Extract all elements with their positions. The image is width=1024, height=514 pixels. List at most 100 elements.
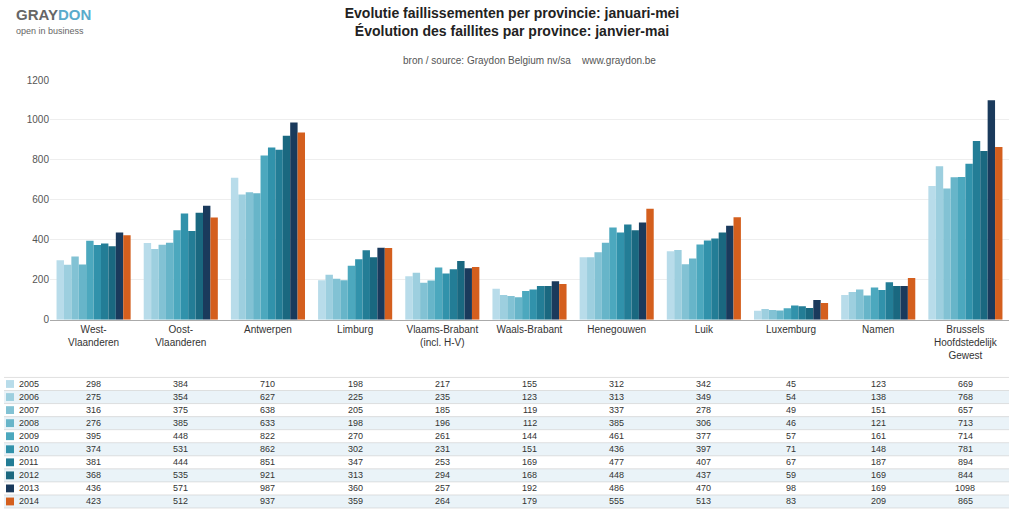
svg-text:264: 264 <box>435 496 450 506</box>
svg-text:822: 822 <box>260 431 275 441</box>
svg-text:Antwerpen: Antwerpen <box>244 324 292 335</box>
svg-text:354: 354 <box>173 392 188 402</box>
svg-text:669: 669 <box>958 379 973 389</box>
svg-text:921: 921 <box>260 470 275 480</box>
svg-text:Luxemburg: Luxemburg <box>766 324 816 335</box>
svg-text:627: 627 <box>260 392 275 402</box>
svg-text:198: 198 <box>348 379 363 389</box>
svg-text:2011: 2011 <box>19 457 38 467</box>
svg-text:185: 185 <box>435 405 450 415</box>
svg-text:1200: 1200 <box>27 75 50 86</box>
svg-text:Limburg: Limburg <box>337 324 373 335</box>
svg-text:377: 377 <box>696 431 711 441</box>
svg-text:2010: 2010 <box>19 444 39 454</box>
svg-text:2013: 2013 <box>19 483 39 493</box>
svg-text:512: 512 <box>173 496 188 506</box>
svg-text:713: 713 <box>958 418 973 428</box>
svg-text:169: 169 <box>871 470 886 480</box>
svg-text:278: 278 <box>696 405 711 415</box>
svg-text:347: 347 <box>348 457 363 467</box>
svg-text:400: 400 <box>32 234 49 245</box>
svg-text:2005: 2005 <box>19 379 39 389</box>
svg-text:196: 196 <box>435 418 450 428</box>
svg-text:71: 71 <box>786 444 796 454</box>
svg-text:Oost-Vlaanderen: Oost-Vlaanderen <box>155 324 206 348</box>
svg-text:513: 513 <box>696 496 711 506</box>
svg-text:119: 119 <box>523 405 537 415</box>
svg-text:open in business: open in business <box>16 26 84 36</box>
svg-text:217: 217 <box>435 379 450 389</box>
svg-text:0: 0 <box>43 314 49 325</box>
svg-text:781: 781 <box>958 444 973 454</box>
svg-text:312: 312 <box>609 379 624 389</box>
svg-text:138: 138 <box>871 392 886 402</box>
svg-text:151: 151 <box>871 405 886 415</box>
svg-text:638: 638 <box>260 405 275 415</box>
svg-text:46: 46 <box>786 418 796 428</box>
svg-text:313: 313 <box>609 392 624 402</box>
svg-text:168: 168 <box>522 470 537 480</box>
svg-text:862: 862 <box>260 444 275 454</box>
svg-text:54: 54 <box>786 392 796 402</box>
svg-text:987: 987 <box>260 483 275 493</box>
svg-text:Evolutie faillissementen per p: Evolutie faillissementen per provincie: … <box>345 5 680 39</box>
svg-text:600: 600 <box>32 194 49 205</box>
svg-text:1098: 1098 <box>955 483 975 493</box>
svg-text:294: 294 <box>435 470 450 480</box>
svg-text:359: 359 <box>348 496 363 506</box>
svg-text:461: 461 <box>609 431 624 441</box>
svg-text:555: 555 <box>609 496 624 506</box>
svg-text:205: 205 <box>348 405 363 415</box>
svg-text:657: 657 <box>958 405 973 415</box>
svg-text:253: 253 <box>435 457 450 467</box>
svg-text:306: 306 <box>696 418 711 428</box>
svg-text:187: 187 <box>871 457 886 467</box>
svg-text:bron / source: Graydon Belgium: bron / source: Graydon Belgium nv/sa www… <box>403 55 656 66</box>
svg-text:275: 275 <box>86 392 101 402</box>
svg-text:169: 169 <box>871 483 886 493</box>
svg-text:BrusselsHoofdstedelijkGewest: BrusselsHoofdstedelijkGewest <box>934 324 998 361</box>
svg-text:374: 374 <box>86 444 101 454</box>
svg-text:436: 436 <box>609 444 624 454</box>
svg-text:45: 45 <box>786 379 796 389</box>
svg-text:83: 83 <box>786 496 796 506</box>
svg-text:276: 276 <box>86 418 101 428</box>
svg-text:865: 865 <box>958 496 973 506</box>
svg-text:Waals-Brabant: Waals-Brabant <box>497 324 563 335</box>
svg-text:844: 844 <box>958 470 973 480</box>
svg-text:57: 57 <box>786 431 796 441</box>
svg-text:Namen: Namen <box>862 324 894 335</box>
svg-text:436: 436 <box>86 483 101 493</box>
svg-text:209: 209 <box>871 496 886 506</box>
svg-text:Henegouwen: Henegouwen <box>587 324 646 335</box>
svg-text:225: 225 <box>348 392 363 402</box>
svg-text:155: 155 <box>522 379 537 389</box>
svg-text:470: 470 <box>696 483 711 493</box>
svg-text:144: 144 <box>522 431 537 441</box>
svg-text:342: 342 <box>696 379 711 389</box>
svg-text:148: 148 <box>871 444 886 454</box>
svg-text:768: 768 <box>958 392 973 402</box>
svg-text:49: 49 <box>786 405 796 415</box>
svg-text:437: 437 <box>696 470 711 480</box>
svg-text:313: 313 <box>348 470 363 480</box>
svg-text:531: 531 <box>173 444 188 454</box>
svg-text:423: 423 <box>86 496 101 506</box>
svg-text:714: 714 <box>958 431 973 441</box>
svg-text:2008: 2008 <box>19 418 39 428</box>
svg-text:112: 112 <box>523 418 537 428</box>
svg-text:375: 375 <box>173 405 188 415</box>
svg-text:59: 59 <box>786 470 796 480</box>
svg-text:894: 894 <box>958 457 973 467</box>
svg-text:381: 381 <box>86 457 101 467</box>
svg-text:316: 316 <box>86 405 101 415</box>
svg-text:448: 448 <box>173 431 188 441</box>
svg-text:1000: 1000 <box>27 114 50 125</box>
svg-text:200: 200 <box>32 274 49 285</box>
svg-text:397: 397 <box>696 444 711 454</box>
svg-text:257: 257 <box>435 483 450 493</box>
svg-text:385: 385 <box>173 418 188 428</box>
svg-text:477: 477 <box>609 457 624 467</box>
svg-text:486: 486 <box>609 483 624 493</box>
svg-text:Vlaams-Brabant(incl. H-V): Vlaams-Brabant(incl. H-V) <box>406 324 478 348</box>
